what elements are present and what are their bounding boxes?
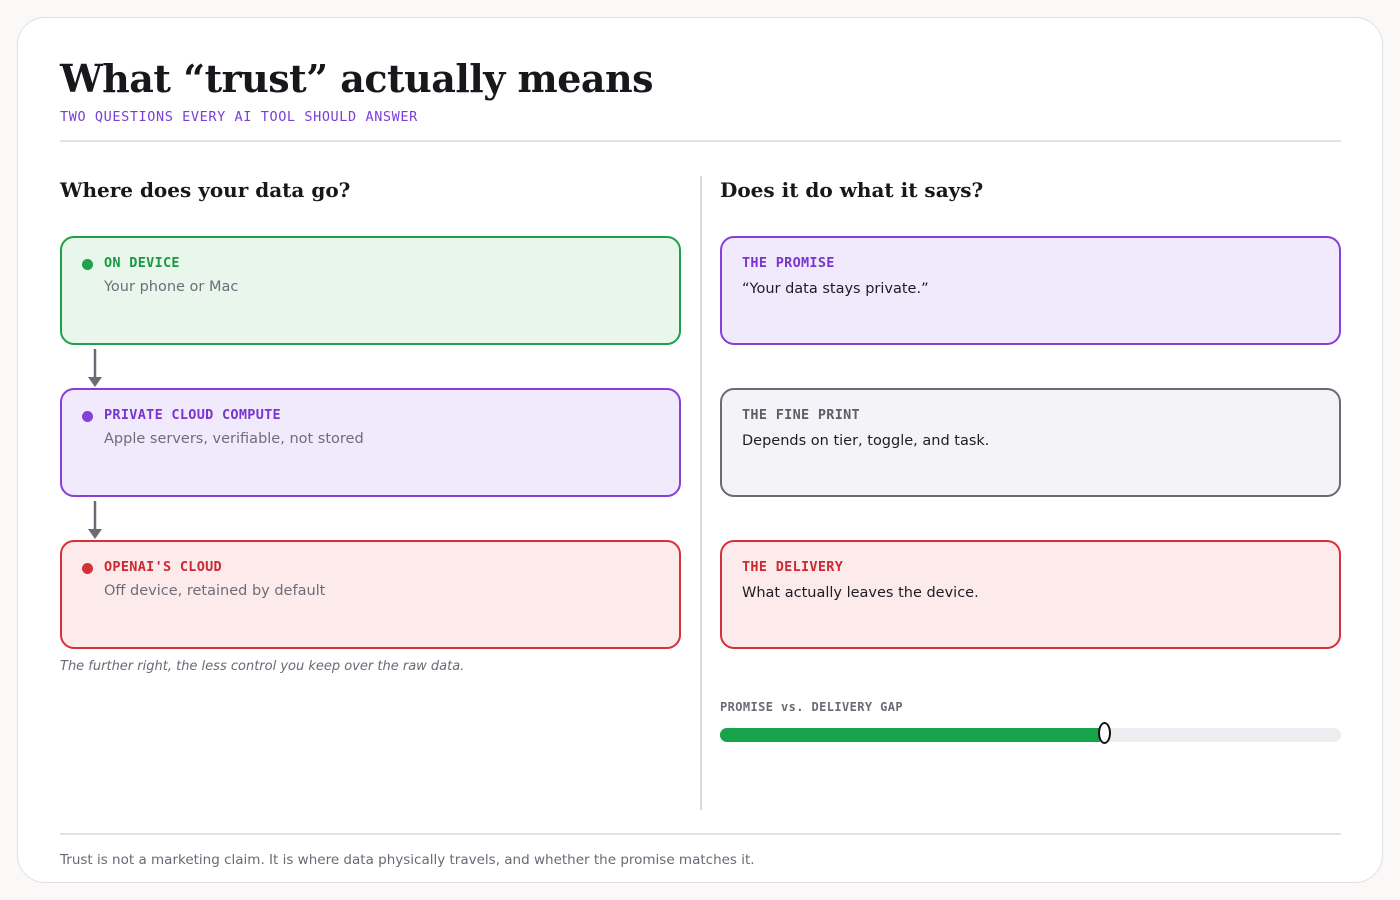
left-column-heading: Where does your data go? <box>60 178 351 202</box>
on-device-box: ON DEVICE Your phone or Mac <box>60 236 681 345</box>
footer-divider <box>60 833 1341 835</box>
gap-meter-track <box>720 722 1341 744</box>
page-subtitle: TWO QUESTIONS EVERY AI TOOL SHOULD ANSWE… <box>60 109 418 125</box>
gap-meter-handle <box>1098 722 1112 744</box>
delivery-text: What actually leaves the device. <box>742 585 979 601</box>
fine-print-text: Depends on tier, toggle, and task. <box>742 433 990 449</box>
gap-meter-fill <box>720 728 1106 742</box>
on-device-description: Your phone or Mac <box>104 279 239 295</box>
right-column-heading: Does it do what it says? <box>720 178 984 202</box>
fine-print-box: THE FINE PRINT Depends on tier, toggle, … <box>720 388 1341 497</box>
promise-text: “Your data stays private.” <box>742 281 929 297</box>
openai-cloud-box: OPENAI'S CLOUD Off device, retained by d… <box>60 540 681 649</box>
footer-text: Trust is not a marketing claim. It is wh… <box>60 852 755 868</box>
promise-label: THE PROMISE <box>742 255 835 271</box>
openai-cloud-label: OPENAI'S CLOUD <box>104 559 222 575</box>
promise-box: THE PROMISE “Your data stays private.” <box>720 236 1341 345</box>
down-arrow-icon <box>88 501 102 539</box>
down-arrow-icon <box>88 349 102 387</box>
openai-cloud-description: Off device, retained by default <box>104 583 326 599</box>
fine-print-label: THE FINE PRINT <box>742 407 860 423</box>
header-divider <box>60 140 1341 142</box>
page-title: What “trust” actually means <box>60 56 654 101</box>
green-dot-icon <box>82 259 93 270</box>
on-device-label: ON DEVICE <box>104 255 180 271</box>
column-divider <box>700 176 702 810</box>
purple-dot-icon <box>82 411 93 422</box>
delivery-box: THE DELIVERY What actually leaves the de… <box>720 540 1341 649</box>
delivery-label: THE DELIVERY <box>742 559 844 575</box>
left-column-note: The further right, the less control you … <box>60 659 465 674</box>
private-cloud-compute-box: PRIVATE CLOUD COMPUTE Apple servers, ver… <box>60 388 681 497</box>
gap-meter-label: PROMISE vs. DELIVERY GAP <box>720 700 903 714</box>
red-dot-icon <box>82 563 93 574</box>
private-cloud-compute-label: PRIVATE CLOUD COMPUTE <box>104 407 281 423</box>
private-cloud-compute-description: Apple servers, verifiable, not stored <box>104 431 364 447</box>
